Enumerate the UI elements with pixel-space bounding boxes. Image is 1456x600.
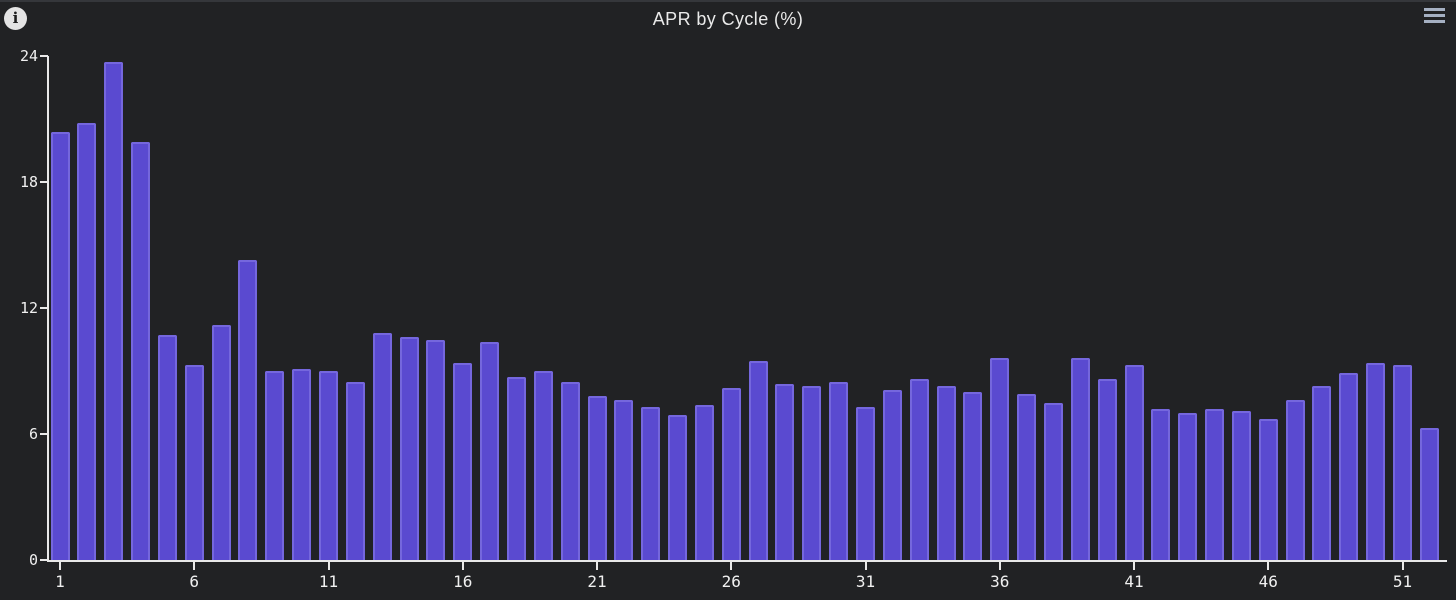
bar-cycle-1[interactable] bbox=[50, 131, 70, 560]
bar-cycle-10[interactable] bbox=[292, 368, 312, 560]
bar-cycle-4[interactable] bbox=[131, 142, 151, 560]
bar-cycle-42[interactable] bbox=[1151, 408, 1171, 560]
bar-cycle-52[interactable] bbox=[1419, 427, 1439, 560]
y-tick-label: 12 bbox=[19, 299, 38, 317]
x-tick-label: 46 bbox=[1258, 572, 1278, 591]
x-tick bbox=[1401, 560, 1404, 570]
x-tick-label: 36 bbox=[990, 572, 1010, 591]
bar-cycle-17[interactable] bbox=[480, 341, 500, 560]
bar-cycle-50[interactable] bbox=[1366, 362, 1386, 560]
x-tick bbox=[596, 560, 598, 570]
y-tick-label: 0 bbox=[28, 551, 38, 569]
x-tick bbox=[730, 560, 733, 570]
x-axis bbox=[47, 560, 1447, 562]
bar-cycle-49[interactable] bbox=[1339, 373, 1359, 560]
bar-cycle-31[interactable] bbox=[856, 406, 875, 560]
bar-cycle-7[interactable] bbox=[211, 324, 231, 560]
bar-cycle-14[interactable] bbox=[399, 337, 419, 560]
x-tick bbox=[193, 560, 196, 570]
bar-cycle-44[interactable] bbox=[1205, 408, 1225, 560]
bar-cycle-45[interactable] bbox=[1231, 410, 1251, 560]
bar-cycle-26[interactable] bbox=[721, 387, 741, 560]
bar-cycle-12[interactable] bbox=[345, 381, 365, 560]
bar-cycle-19[interactable] bbox=[533, 371, 553, 560]
x-tick-label: 31 bbox=[855, 572, 876, 591]
bar-cycle-6[interactable] bbox=[184, 364, 204, 560]
bar-cycle-41[interactable] bbox=[1124, 364, 1144, 560]
bar-cycle-27[interactable] bbox=[748, 360, 768, 560]
bar-cycle-40[interactable] bbox=[1097, 379, 1117, 560]
x-tick bbox=[59, 560, 61, 570]
y-tick-label: 6 bbox=[28, 425, 38, 443]
x-tick-label: 1 bbox=[55, 572, 65, 591]
x-tick bbox=[327, 560, 330, 570]
bar-cycle-9[interactable] bbox=[265, 371, 285, 560]
bar-cycle-16[interactable] bbox=[453, 362, 473, 560]
bar-cycle-8[interactable] bbox=[238, 259, 258, 560]
bar-cycle-3[interactable] bbox=[104, 62, 124, 560]
bar-cycle-22[interactable] bbox=[614, 400, 634, 560]
bar-cycle-34[interactable] bbox=[936, 385, 956, 560]
y-tick bbox=[40, 433, 48, 435]
x-tick bbox=[864, 560, 867, 570]
x-tick-label: 51 bbox=[1392, 572, 1413, 591]
y-tick bbox=[40, 181, 48, 183]
y-tick bbox=[40, 559, 48, 561]
bar-cycle-36[interactable] bbox=[990, 358, 1010, 560]
bar-cycle-32[interactable] bbox=[882, 389, 902, 560]
bar-cycle-39[interactable] bbox=[1070, 358, 1090, 560]
x-tick bbox=[998, 560, 1001, 570]
info-icon: i bbox=[12, 9, 19, 27]
bar-cycle-46[interactable] bbox=[1258, 419, 1278, 560]
bar-cycle-15[interactable] bbox=[426, 339, 446, 560]
y-tick-label: 24 bbox=[19, 47, 38, 65]
bar-cycle-30[interactable] bbox=[829, 381, 849, 560]
x-tick bbox=[1267, 560, 1270, 570]
bar-cycle-37[interactable] bbox=[1017, 394, 1037, 560]
y-tick-label: 18 bbox=[19, 173, 38, 191]
bar-cycle-29[interactable] bbox=[802, 385, 822, 560]
y-tick bbox=[40, 55, 48, 57]
bar-cycle-24[interactable] bbox=[668, 415, 688, 560]
y-tick bbox=[40, 307, 48, 309]
bar-cycle-2[interactable] bbox=[77, 123, 97, 560]
y-axis bbox=[47, 56, 49, 562]
bar-cycle-28[interactable] bbox=[775, 383, 795, 560]
x-tick bbox=[461, 560, 464, 570]
bar-cycle-5[interactable] bbox=[157, 335, 177, 560]
bar-cycle-23[interactable] bbox=[641, 406, 661, 560]
bar-cycle-25[interactable] bbox=[694, 404, 714, 560]
x-tick bbox=[1133, 560, 1135, 570]
x-tick-label: 6 bbox=[189, 572, 200, 591]
x-tick-label: 11 bbox=[318, 572, 339, 591]
chart-title: APR by Cycle (%) bbox=[652, 9, 804, 29]
bar-cycle-13[interactable] bbox=[372, 333, 392, 560]
bar-cycle-18[interactable] bbox=[506, 377, 526, 560]
bar-cycle-48[interactable] bbox=[1312, 385, 1332, 560]
bar-cycle-35[interactable] bbox=[963, 392, 983, 560]
bar-cycle-51[interactable] bbox=[1393, 364, 1412, 560]
info-button[interactable]: i bbox=[4, 7, 27, 30]
bar-cycle-11[interactable] bbox=[319, 371, 338, 560]
x-tick-label: 26 bbox=[721, 572, 741, 591]
bar-cycle-43[interactable] bbox=[1178, 413, 1198, 560]
menu-button[interactable] bbox=[1424, 8, 1445, 23]
bar-cycle-47[interactable] bbox=[1285, 400, 1305, 560]
bar-cycle-33[interactable] bbox=[909, 379, 929, 560]
x-tick-label: 21 bbox=[587, 572, 607, 591]
bar-cycle-20[interactable] bbox=[560, 381, 580, 560]
bar-cycle-21[interactable] bbox=[587, 396, 607, 560]
x-tick-label: 16 bbox=[453, 572, 473, 591]
x-tick-label: 41 bbox=[1124, 572, 1144, 591]
bar-cycle-38[interactable] bbox=[1043, 402, 1063, 560]
